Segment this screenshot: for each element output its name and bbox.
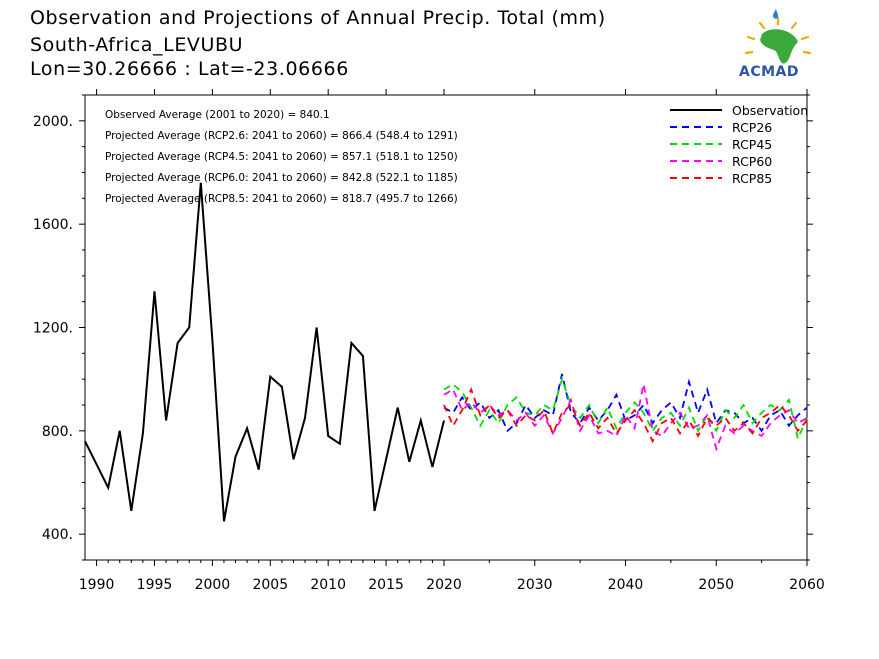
series-line-rcp45 bbox=[443, 376, 808, 442]
y-tick-label: 800. bbox=[42, 424, 73, 440]
x-tick-label: 2030 bbox=[517, 577, 553, 593]
x-tick-label: 2060 bbox=[789, 577, 825, 593]
x-tick-label: 1990 bbox=[79, 577, 115, 593]
y-tick-label: 1600. bbox=[33, 217, 73, 233]
y-tick-label: 1200. bbox=[33, 321, 73, 337]
annotation-text: Projected Average (RCP6.0: 2041 to 2060)… bbox=[105, 172, 458, 184]
y-tick-label: 2000. bbox=[33, 114, 73, 130]
series-line-rcp60 bbox=[443, 384, 808, 452]
series-line-observation bbox=[84, 182, 445, 522]
y-tick-label: 400. bbox=[42, 527, 73, 543]
acmad-logo-icon bbox=[744, 9, 812, 64]
legend-label-observation: Observation bbox=[732, 103, 808, 118]
series-line-rcp85 bbox=[443, 387, 808, 444]
annotation-text: Projected Average (RCP2.6: 2041 to 2060)… bbox=[105, 130, 458, 142]
x-tick-label: 1995 bbox=[137, 577, 173, 593]
x-tick-label: 2050 bbox=[698, 577, 734, 593]
x-tick-label: 2040 bbox=[608, 577, 644, 593]
x-tick-label: 2000 bbox=[195, 577, 231, 593]
x-tick-label: 2010 bbox=[310, 577, 346, 593]
legend-label-rcp85: RCP85 bbox=[732, 171, 772, 186]
chart-title: Observation and Projections of Annual Pr… bbox=[30, 7, 606, 29]
station-coordinates: Lon=30.26666 : Lat=-23.06666 bbox=[30, 58, 349, 80]
annotation-text: Projected Average (RCP4.5: 2041 to 2060)… bbox=[105, 151, 458, 163]
series-line-rcp26 bbox=[443, 373, 808, 433]
x-tick-label: 2015 bbox=[368, 577, 404, 593]
legend-label-rcp60: RCP60 bbox=[732, 154, 772, 169]
station-name: South-Africa_LEVUBU bbox=[30, 34, 244, 56]
annotation-text: Observed Average (2001 to 2020) = 840.1 bbox=[105, 109, 330, 121]
legend-label-rcp45: RCP45 bbox=[732, 137, 772, 152]
x-tick-label: 2020 bbox=[426, 577, 462, 593]
logo-label: ACMAD bbox=[739, 64, 799, 80]
annotation-text: Projected Average (RCP8.5: 2041 to 2060)… bbox=[105, 193, 458, 205]
plot-area bbox=[84, 94, 808, 561]
x-tick-label: 2005 bbox=[252, 577, 288, 593]
legend-label-rcp26: RCP26 bbox=[732, 120, 772, 135]
